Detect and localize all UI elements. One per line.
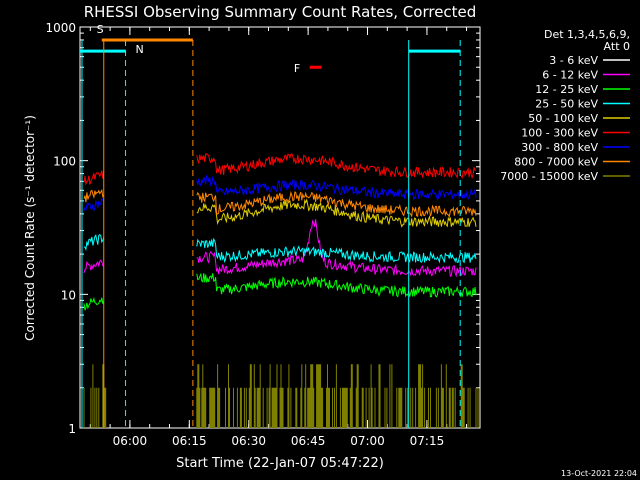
series-segment — [196, 153, 477, 180]
series-segment — [196, 252, 476, 348]
series-line-8 — [81, 364, 479, 428]
series-noise — [81, 364, 107, 428]
legend-header: Det 1,3,4,5,6,9, — [544, 28, 630, 41]
series-segment — [196, 190, 477, 218]
n-flag-label: N — [135, 43, 143, 56]
series-segment — [83, 340, 105, 354]
series-line-7 — [83, 188, 477, 218]
series-line-0 — [83, 252, 476, 354]
series-noise — [196, 364, 479, 428]
series-segment — [83, 259, 105, 274]
series-line-2 — [83, 272, 477, 311]
series-segment — [83, 197, 105, 213]
y-axis-label: Corrected Count Rate (s⁻¹ detector⁻¹) — [23, 115, 37, 341]
y-tick-label: 1000 — [45, 21, 76, 35]
series-segment — [196, 174, 477, 201]
s-flag-label: S — [97, 23, 104, 36]
x-tick-label: 06:45 — [291, 434, 326, 448]
series-segment — [83, 188, 105, 203]
legend-entry-label: 3 - 6 keV — [549, 54, 598, 67]
legend-header: Att 0 — [604, 40, 630, 53]
f-flag-label: F — [294, 62, 300, 75]
legend-entry-label: 25 - 50 keV — [535, 98, 598, 111]
series-segment — [196, 198, 477, 228]
x-tick-label: 06:15 — [172, 434, 207, 448]
legend-entry-label: 12 - 25 keV — [535, 83, 598, 96]
y-tick-label: 100 — [53, 155, 76, 169]
series-segment — [196, 272, 477, 298]
legend-entry-label: 50 - 100 keV — [528, 112, 598, 125]
legend-entry-label: 800 - 7000 keV — [514, 156, 598, 169]
legend: Det 1,3,4,5,6,9,Att 0 3 - 6 keV 6 - 12 keV… — [500, 28, 630, 183]
series-line-5 — [83, 153, 477, 186]
footer-timestamp: 13-Oct-2021 22:04 — [561, 469, 637, 478]
series-segment — [83, 233, 105, 251]
x-tick-label: 06:00 — [113, 434, 148, 448]
legend-entry-label: 7000 - 15000 keV — [500, 170, 598, 183]
series-line-1 — [83, 219, 477, 278]
x-tick-label: 06:30 — [231, 434, 266, 448]
chart-title: RHESSI Observing Summary Count Rates, Co… — [84, 3, 477, 21]
legend-entry-label: 6 - 12 keV — [542, 69, 598, 82]
series-line-4 — [196, 198, 477, 228]
series-segment — [83, 170, 105, 186]
legend-entry-label: 300 - 800 keV — [521, 141, 598, 154]
series-line-6 — [83, 174, 477, 213]
y-tick-label: 10 — [61, 288, 76, 302]
y-tick-label: 1 — [68, 422, 76, 436]
series-segment — [83, 297, 105, 311]
legend-entry-label: 100 - 300 keV — [521, 127, 598, 140]
x-tick-label: 07:15 — [410, 434, 445, 448]
series-segment — [196, 237, 477, 264]
series-line-3 — [83, 233, 477, 264]
series-segment — [196, 219, 477, 278]
x-axis-label: Start Time (22-Jan-07 05:47:22) — [176, 456, 384, 471]
x-tick-label: 07:00 — [350, 434, 385, 448]
